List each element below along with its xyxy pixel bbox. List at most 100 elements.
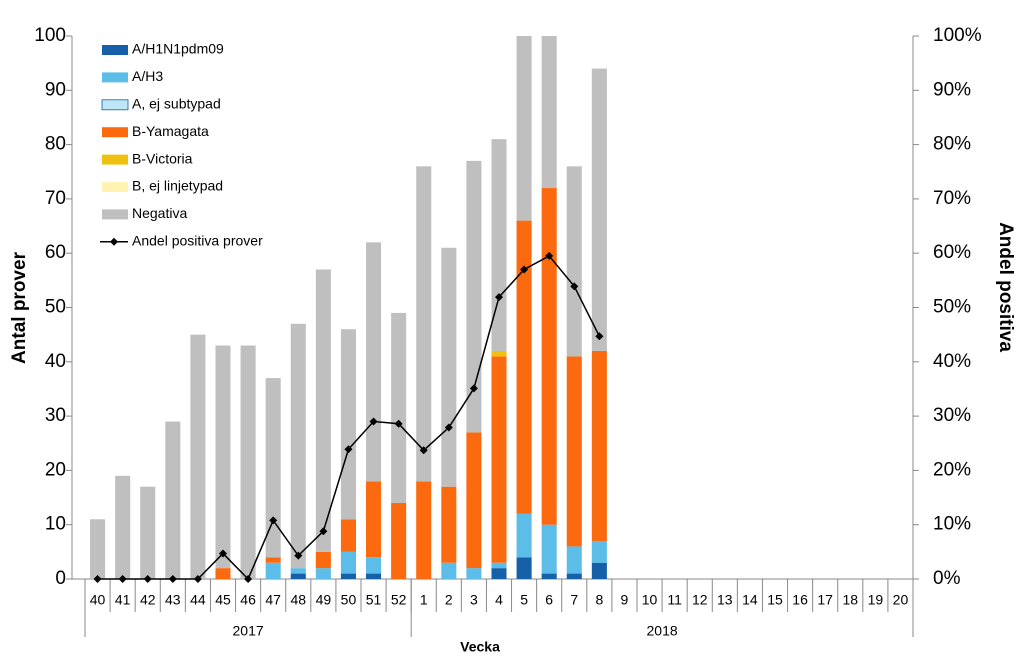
y-axis-title: Antal prover [9,251,30,364]
legend-swatch [102,154,128,165]
x-tick-label: 40 [90,592,106,608]
x-tick-label: 44 [190,592,206,608]
x-tick-label: 20 [893,592,909,608]
x-tick-label: 1 [420,592,428,608]
line-marker [394,419,403,428]
line-marker [244,575,253,583]
legend-label: Negativa [132,205,187,221]
x-tick-label: 11 [667,592,682,608]
bar-segment [315,269,331,552]
bar-segment [566,356,582,547]
bar-segment [215,345,231,569]
x-tick-label: 7 [570,592,578,608]
bar-segment [340,329,356,520]
bar-segment [140,486,156,579]
bar-segment [290,568,306,574]
y2-tick-label: 70% [933,188,971,209]
bar-segment [466,432,482,569]
year-label: 2018 [647,623,678,639]
line-marker [444,423,453,432]
bar-segment [290,573,306,579]
bar-segment [466,160,482,433]
y2-tick-label: 0% [933,568,961,589]
bar-segment [366,573,382,579]
bar-segment [265,378,281,558]
line-marker [168,575,177,583]
y-tick-label: 60 [45,242,66,263]
legend-swatch [102,45,128,55]
bar-segment [566,573,582,579]
bar-segment [290,323,306,569]
x-tick-label: 51 [366,592,382,608]
line-marker [495,293,503,302]
bar-segment [391,312,407,503]
bar-segment [391,502,407,579]
bar-segment [315,551,331,569]
bar-segment [491,350,507,357]
bar-segment [416,166,432,482]
x-tick-label: 12 [692,592,708,608]
bar-segment [491,568,507,579]
bar-segment [541,188,557,525]
line-marker [570,282,579,291]
bar-segment [541,524,557,574]
bar-segment [466,568,482,579]
legend-label: B, ej linjetypad [132,178,223,194]
bar-segment [366,242,382,482]
y2-tick-label: 10% [933,514,971,535]
x-tick-label: 52 [391,592,407,608]
bar-segment [90,519,106,579]
y2-tick-label: 80% [933,134,971,155]
legend-swatch [101,99,129,111]
bar-segment [265,557,281,563]
line-marker [595,332,604,341]
y-tick-label: 0 [55,568,66,589]
bar-segment [441,486,457,563]
x-tick-label: 14 [742,592,758,608]
bar-segment [591,68,607,351]
bar-segment [541,573,557,579]
legend-swatch [102,209,128,220]
x-tick-label: 15 [767,592,783,608]
line-marker [419,446,428,455]
line-marker [118,575,127,583]
bar-segment [441,247,457,487]
x-tick-label: 46 [240,592,256,608]
y-tick-label: 90 [45,79,66,100]
legend-marker [110,237,118,246]
legend-label: A/H1N1pdm09 [132,41,224,57]
y2-tick-label: 90% [933,79,971,100]
x-tick-label: 42 [140,592,156,608]
y2-tick-label: 30% [933,405,971,426]
y-tick-label: 70 [45,188,66,209]
bar-segment [215,568,231,579]
x-tick-label: 8 [595,592,603,608]
x-tick-label: 45 [215,592,231,608]
bar-segment [366,481,382,558]
x-tick-label: 3 [470,592,478,608]
x-tick-label: 2 [445,592,453,608]
x-tick-label: 4 [495,592,503,608]
y-tick-label: 20 [45,459,66,480]
bar-segment [416,481,432,579]
legend-label: B-Victoria [132,150,193,166]
x-tick-label: 6 [545,592,553,608]
y-tick-label: 40 [45,351,66,372]
legend-swatch [102,72,128,83]
bar-segment [516,557,532,579]
y-tick-label: 80 [45,134,66,155]
line-marker [219,549,227,558]
x-tick-label: 13 [717,592,733,608]
line-marker [545,251,554,260]
x-tick-label: 50 [341,592,357,608]
x-tick-label: 9 [621,592,629,608]
bar-segment [115,475,131,579]
y-tick-label: 10 [45,514,66,535]
bar-segment [366,557,382,574]
line-marker [344,445,353,454]
bar-segment [190,334,206,579]
x-tick-label: 43 [165,592,181,608]
bar-segment [591,562,607,579]
legend-swatch [102,127,128,138]
